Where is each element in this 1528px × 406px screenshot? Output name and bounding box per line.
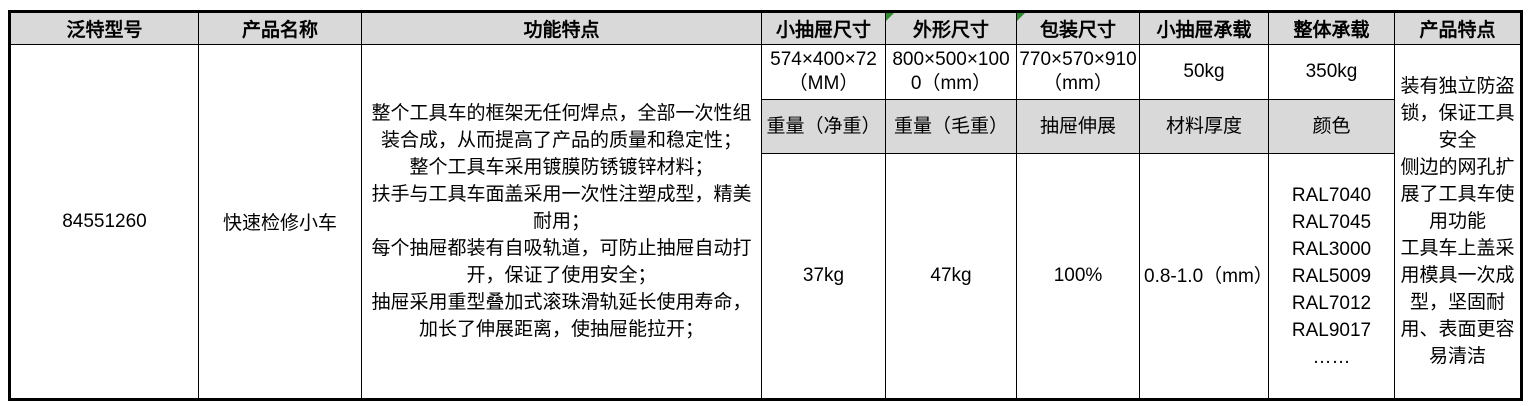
row-details: 37kg 47kg 100% 0.8-1.0（mm） RAL7040 RAL704…: [10, 153, 1522, 400]
cell-color-options: RAL7040 RAL7045 RAL3000 RAL5009 RAL7012 RAL90…: [1268, 153, 1395, 400]
header-overall-load: 整体承载: [1268, 11, 1395, 45]
error-marker-icon: [886, 13, 894, 21]
row-subheaders: 重量（净重） 重量（毛重） 抽屉伸展 材料厚度 颜色: [10, 99, 1522, 154]
header-overall-size: 外形尺寸: [885, 11, 1017, 45]
header-package-size: 包装尺寸: [1016, 11, 1140, 45]
cell-drawer-load: 50kg: [1139, 44, 1269, 100]
header-drawer-size: 小抽屉尺寸: [761, 11, 886, 45]
cell-material-thickness: 0.8-1.0（mm）: [1139, 153, 1269, 400]
error-marker-icon: [1017, 13, 1025, 21]
cell-drawer-extension: 100%: [1016, 153, 1140, 400]
product-spec-table: 泛特型号 产品名称 功能特点 小抽屉尺寸 外形尺寸 包装尺寸 小抽屉承载 整体承…: [8, 10, 1523, 401]
cell-package-size: 770×570×910（mm）: [1016, 44, 1140, 100]
cell-features: 整个工具车的框架无任何焊点，全部一次性组装合成，从而提高了产品的质量和稳定性；整…: [361, 44, 762, 400]
header-package-size-label: 包装尺寸: [1039, 20, 1116, 41]
header-product-name: 产品名称: [198, 11, 362, 45]
cell-model: 84551260: [9, 44, 199, 400]
header-product-features: 产品特点: [1394, 11, 1522, 45]
header-row: 泛特型号 产品名称 功能特点 小抽屉尺寸 外形尺寸 包装尺寸 小抽屉承载 整体承…: [9, 11, 1522, 45]
subheader-gross-weight: 重量（毛重）: [885, 99, 1017, 154]
subheader-net-weight: 重量（净重）: [761, 99, 886, 154]
cell-product-features: 装有独立防盗锁，保证工具安全 侧边的网孔扩展了工具车使用功能 工具车上盖采用模具一次…: [1394, 44, 1522, 400]
row-dimensions: 84551260 快速检修小车 整个工具车的框架无任何焊点，全部一次性组装合成，…: [9, 44, 1522, 400]
cell-overall-size: 800×500×1000（mm）: [885, 44, 1017, 100]
cell-product-name: 快速检修小车: [198, 44, 362, 400]
subheader-drawer-extension: 抽屉伸展: [1016, 99, 1140, 154]
cell-net-weight: 37kg: [761, 153, 886, 400]
header-model: 泛特型号: [9, 11, 199, 45]
header-features: 功能特点: [361, 11, 762, 45]
subheader-color: 颜色: [1268, 99, 1395, 154]
header-overall-size-label: 外形尺寸: [912, 20, 989, 41]
header-drawer-load: 小抽屉承载: [1139, 11, 1269, 45]
cell-drawer-size: 574×400×72（MM）: [761, 44, 886, 100]
subheader-material-thickness: 材料厚度: [1139, 99, 1269, 154]
cell-gross-weight: 47kg: [885, 153, 1017, 400]
cell-overall-load: 350kg: [1268, 44, 1395, 100]
